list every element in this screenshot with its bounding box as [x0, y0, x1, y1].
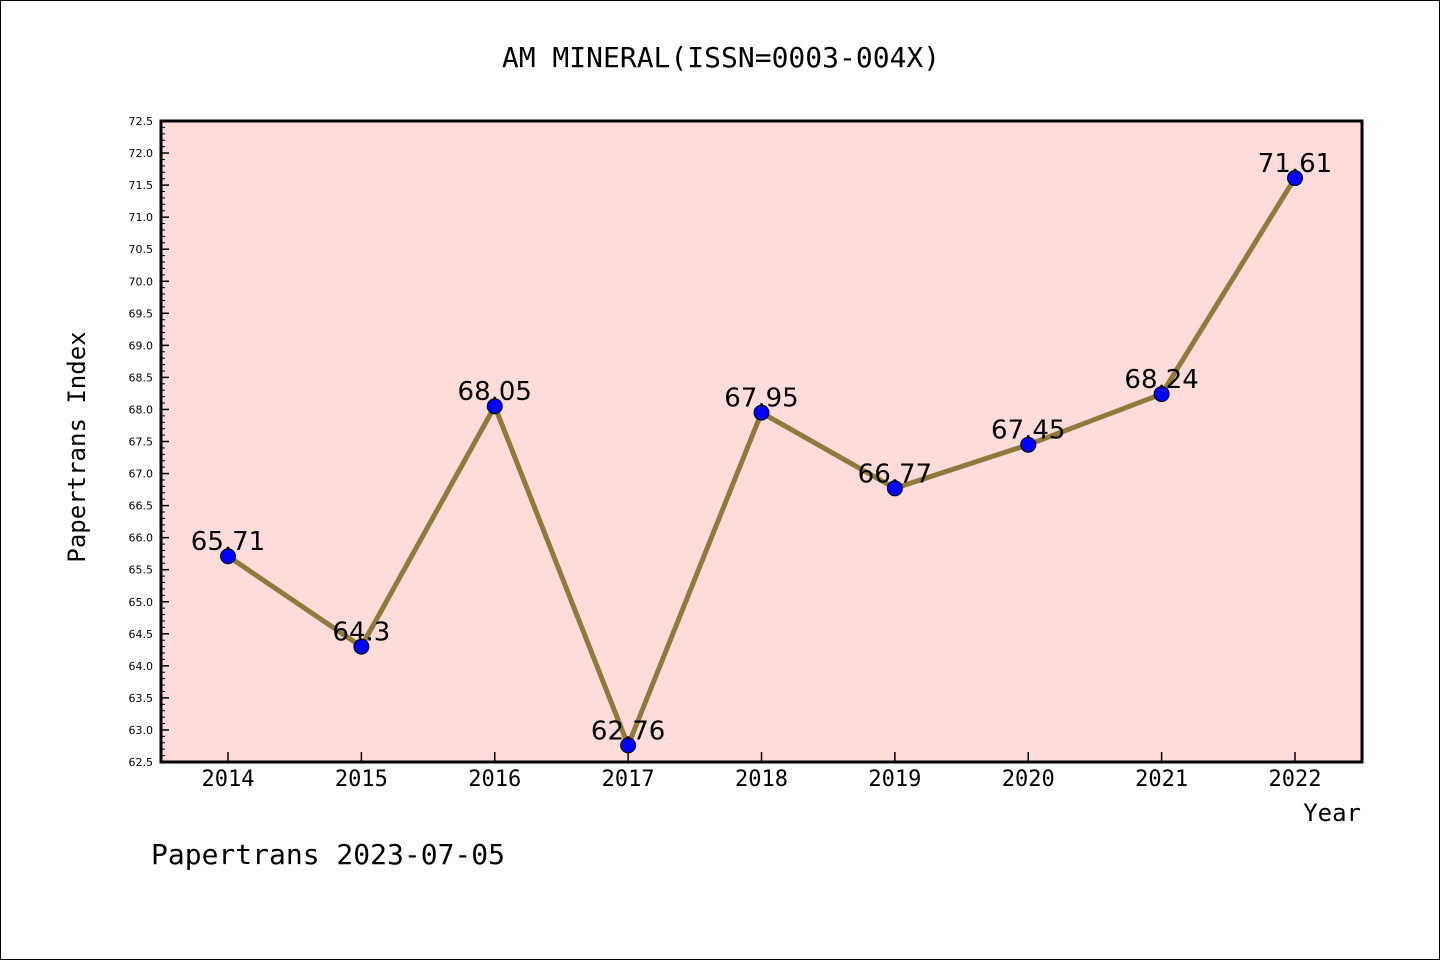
- data-point: [1020, 436, 1037, 453]
- data-point: [1153, 386, 1170, 403]
- y-tick-label: 69.5: [129, 307, 154, 320]
- y-tick-label: 72.0: [129, 147, 154, 160]
- x-tick-label: 2020: [1002, 767, 1055, 792]
- x-axis: 2014 2015 2016 2017 2018 2019 2020 2021 2022: [202, 752, 1322, 792]
- data-point: [486, 398, 503, 415]
- y-tick-label: 67.5: [129, 436, 154, 449]
- data-label: 71.61: [1258, 149, 1332, 179]
- x-tick-label: 2019: [868, 767, 921, 792]
- y-tick-label: 70.0: [129, 275, 154, 288]
- x-tick-label: 2016: [468, 767, 521, 792]
- data-label: 66.77: [858, 459, 932, 489]
- y-tick-label: 65.5: [129, 564, 154, 577]
- data-label: 62.76: [591, 716, 665, 746]
- x-tick-label: 2014: [202, 767, 255, 792]
- data-label: 67.95: [724, 384, 798, 414]
- x-tick-label: 2015: [335, 767, 388, 792]
- data-point: [353, 638, 370, 655]
- y-tick-label: 66.0: [129, 532, 154, 545]
- y-tick-label: 72.5: [129, 115, 154, 128]
- series-line-group: [220, 170, 1303, 754]
- x-tick-label: 2017: [602, 767, 655, 792]
- y-tick-label: 62.5: [129, 756, 154, 769]
- y-tick-label: 69.0: [129, 339, 154, 352]
- chart-title: AM MINERAL(ISSN=0003-004X): [502, 41, 940, 74]
- data-point: [620, 737, 637, 754]
- footer-credit: Papertrans 2023-07-05: [151, 838, 505, 871]
- y-tick-label: 70.5: [129, 243, 154, 256]
- y-tick-label: 64.5: [129, 628, 154, 641]
- data-point: [886, 480, 903, 497]
- y-axis: 62.5 63.0 63.5 64.0 64.5 65.0 65.5 66.0 66.5 67.0…: [129, 115, 169, 769]
- data-label: 67.45: [991, 416, 1065, 446]
- y-tick-label: 63.0: [129, 724, 154, 737]
- data-label: 68.05: [458, 377, 532, 407]
- plot-area: [159, 119, 1364, 764]
- y-tick-label: 68.5: [129, 371, 154, 384]
- data-point: [1287, 170, 1303, 187]
- x-tick-label: 2018: [735, 767, 788, 792]
- y-tick-label: 68.0: [129, 403, 154, 416]
- data-label: 65.71: [191, 527, 265, 557]
- data-point: [753, 404, 770, 421]
- x-tick-label: 2022: [1269, 767, 1322, 792]
- data-label: 64.3: [332, 618, 390, 648]
- y-tick-label: 63.5: [129, 692, 154, 705]
- x-tick-label: 2021: [1135, 767, 1188, 792]
- data-label: 68.24: [1124, 365, 1198, 395]
- y-tick-label: 71.5: [129, 179, 154, 192]
- data-point: [220, 548, 236, 565]
- y-tick-label: 71.0: [129, 211, 154, 224]
- x-axis-label: Year: [1303, 799, 1361, 827]
- y-tick-label: 66.5: [129, 500, 154, 513]
- y-tick-label: 64.0: [129, 660, 154, 673]
- y-axis-label: Papertrans Index: [63, 331, 91, 562]
- y-tick-label: 65.0: [129, 596, 154, 609]
- data-labels-group: 65.71 64.3 68.05 62.76 67.95 66.77 67.45 68.24 7…: [191, 149, 1332, 746]
- y-tick-label: 67.0: [129, 468, 154, 481]
